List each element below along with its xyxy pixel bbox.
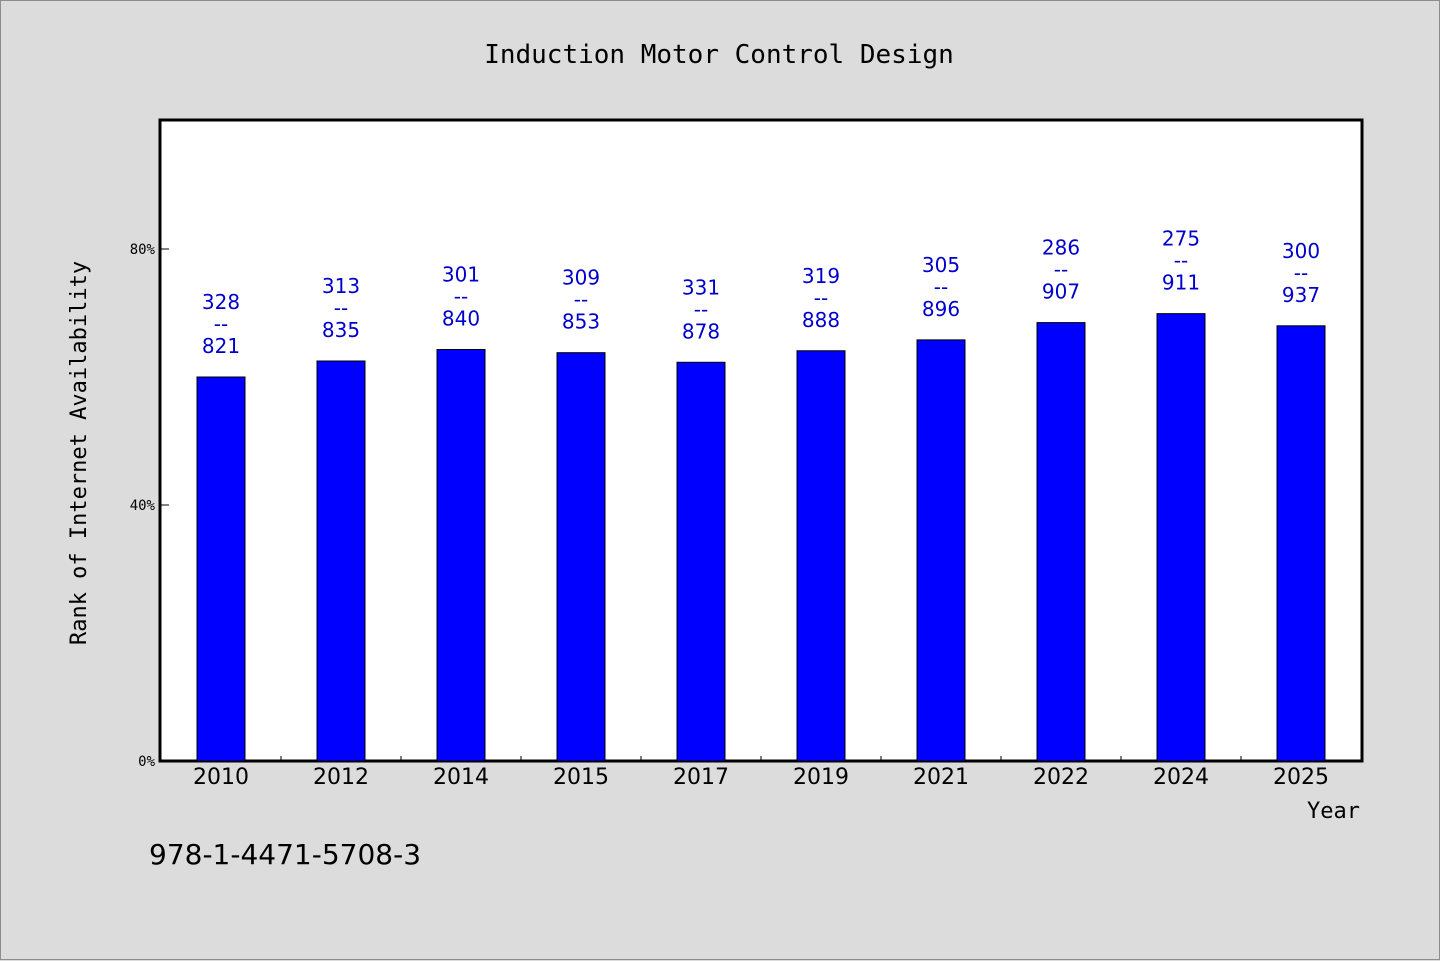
bar-2025 (1276, 325, 1326, 762)
x-tick-label-2017: 2017 (673, 765, 729, 790)
data-label-denominator-2022: 907 (1042, 280, 1080, 304)
data-label-separator-2022: -- (1054, 258, 1068, 282)
data-label-numerator-2014: 301 (442, 262, 480, 286)
y-tick-label: 0% (138, 754, 155, 770)
data-label-numerator-2010: 328 (202, 290, 240, 314)
bar-2015 (556, 352, 606, 762)
data-label-denominator-2025: 937 (1282, 283, 1320, 307)
data-label-denominator-2010: 821 (202, 334, 240, 358)
y-tick-label: 40% (130, 498, 156, 514)
data-label-denominator-2024: 911 (1162, 271, 1200, 295)
data-label-separator-2015: -- (574, 288, 588, 312)
data-label-separator-2025: -- (1294, 261, 1308, 285)
data-label-separator-2024: -- (1174, 249, 1188, 273)
data-label-numerator-2015: 309 (562, 266, 600, 290)
x-tick-label-2010: 2010 (193, 765, 249, 790)
data-label-denominator-2017: 878 (682, 319, 720, 343)
bar-2019 (796, 350, 846, 762)
bars-group (196, 313, 1326, 762)
data-label-numerator-2024: 275 (1162, 227, 1200, 251)
data-label-denominator-2014: 840 (442, 306, 480, 330)
bar-2014 (436, 348, 486, 762)
x-tick-label-2014: 2014 (433, 765, 489, 790)
x-axis-title: Year (1307, 799, 1360, 824)
data-label-numerator-2019: 319 (802, 264, 840, 288)
isbn-footnote: 978-1-4471-5708-3 (149, 838, 421, 871)
data-label-denominator-2015: 853 (562, 310, 600, 334)
x-tick-label-2012: 2012 (313, 765, 369, 790)
x-tick-label-2021: 2021 (913, 765, 969, 790)
y-tick-label: 80% (130, 242, 156, 258)
data-label-denominator-2012: 835 (322, 318, 360, 342)
bar-2017 (676, 361, 726, 762)
x-tick-label-2024: 2024 (1153, 765, 1209, 790)
bar-2024 (1156, 313, 1206, 762)
x-tick-label-2022: 2022 (1033, 765, 1089, 790)
x-tick-label-2025: 2025 (1273, 765, 1329, 790)
y-axis: 0% 40% 80% (130, 242, 169, 770)
data-label-numerator-2025: 300 (1282, 239, 1320, 263)
bar-2012 (316, 360, 366, 762)
data-label-numerator-2012: 313 (322, 274, 360, 298)
bar-2022 (1036, 322, 1086, 762)
data-label-numerator-2021: 305 (922, 253, 960, 277)
data-label-denominator-2021: 896 (922, 297, 960, 321)
x-tick-label-2015: 2015 (553, 765, 609, 790)
data-labels-group: 821--328835--313840--301853--309878--331… (202, 227, 1320, 358)
data-label-separator-2012: -- (334, 296, 348, 320)
data-label-separator-2021: -- (934, 275, 948, 299)
y-axis-title: Rank of Internet Availability (67, 261, 92, 645)
data-label-numerator-2022: 286 (1042, 236, 1080, 260)
bar-2021 (916, 339, 966, 762)
data-label-separator-2010: -- (214, 312, 228, 336)
data-label-separator-2019: -- (814, 286, 828, 310)
chart-title: Induction Motor Control Design (484, 40, 954, 70)
data-label-separator-2014: -- (454, 284, 468, 308)
x-tick-label-2019: 2019 (793, 765, 849, 790)
data-label-separator-2017: -- (694, 297, 708, 321)
bar-2010 (196, 376, 246, 762)
x-axis: 2010 2012 2014 2015 2017 2019 2021 2022 2024 2025 (193, 756, 1329, 790)
data-label-numerator-2017: 331 (682, 275, 720, 299)
data-label-denominator-2019: 888 (802, 308, 840, 332)
